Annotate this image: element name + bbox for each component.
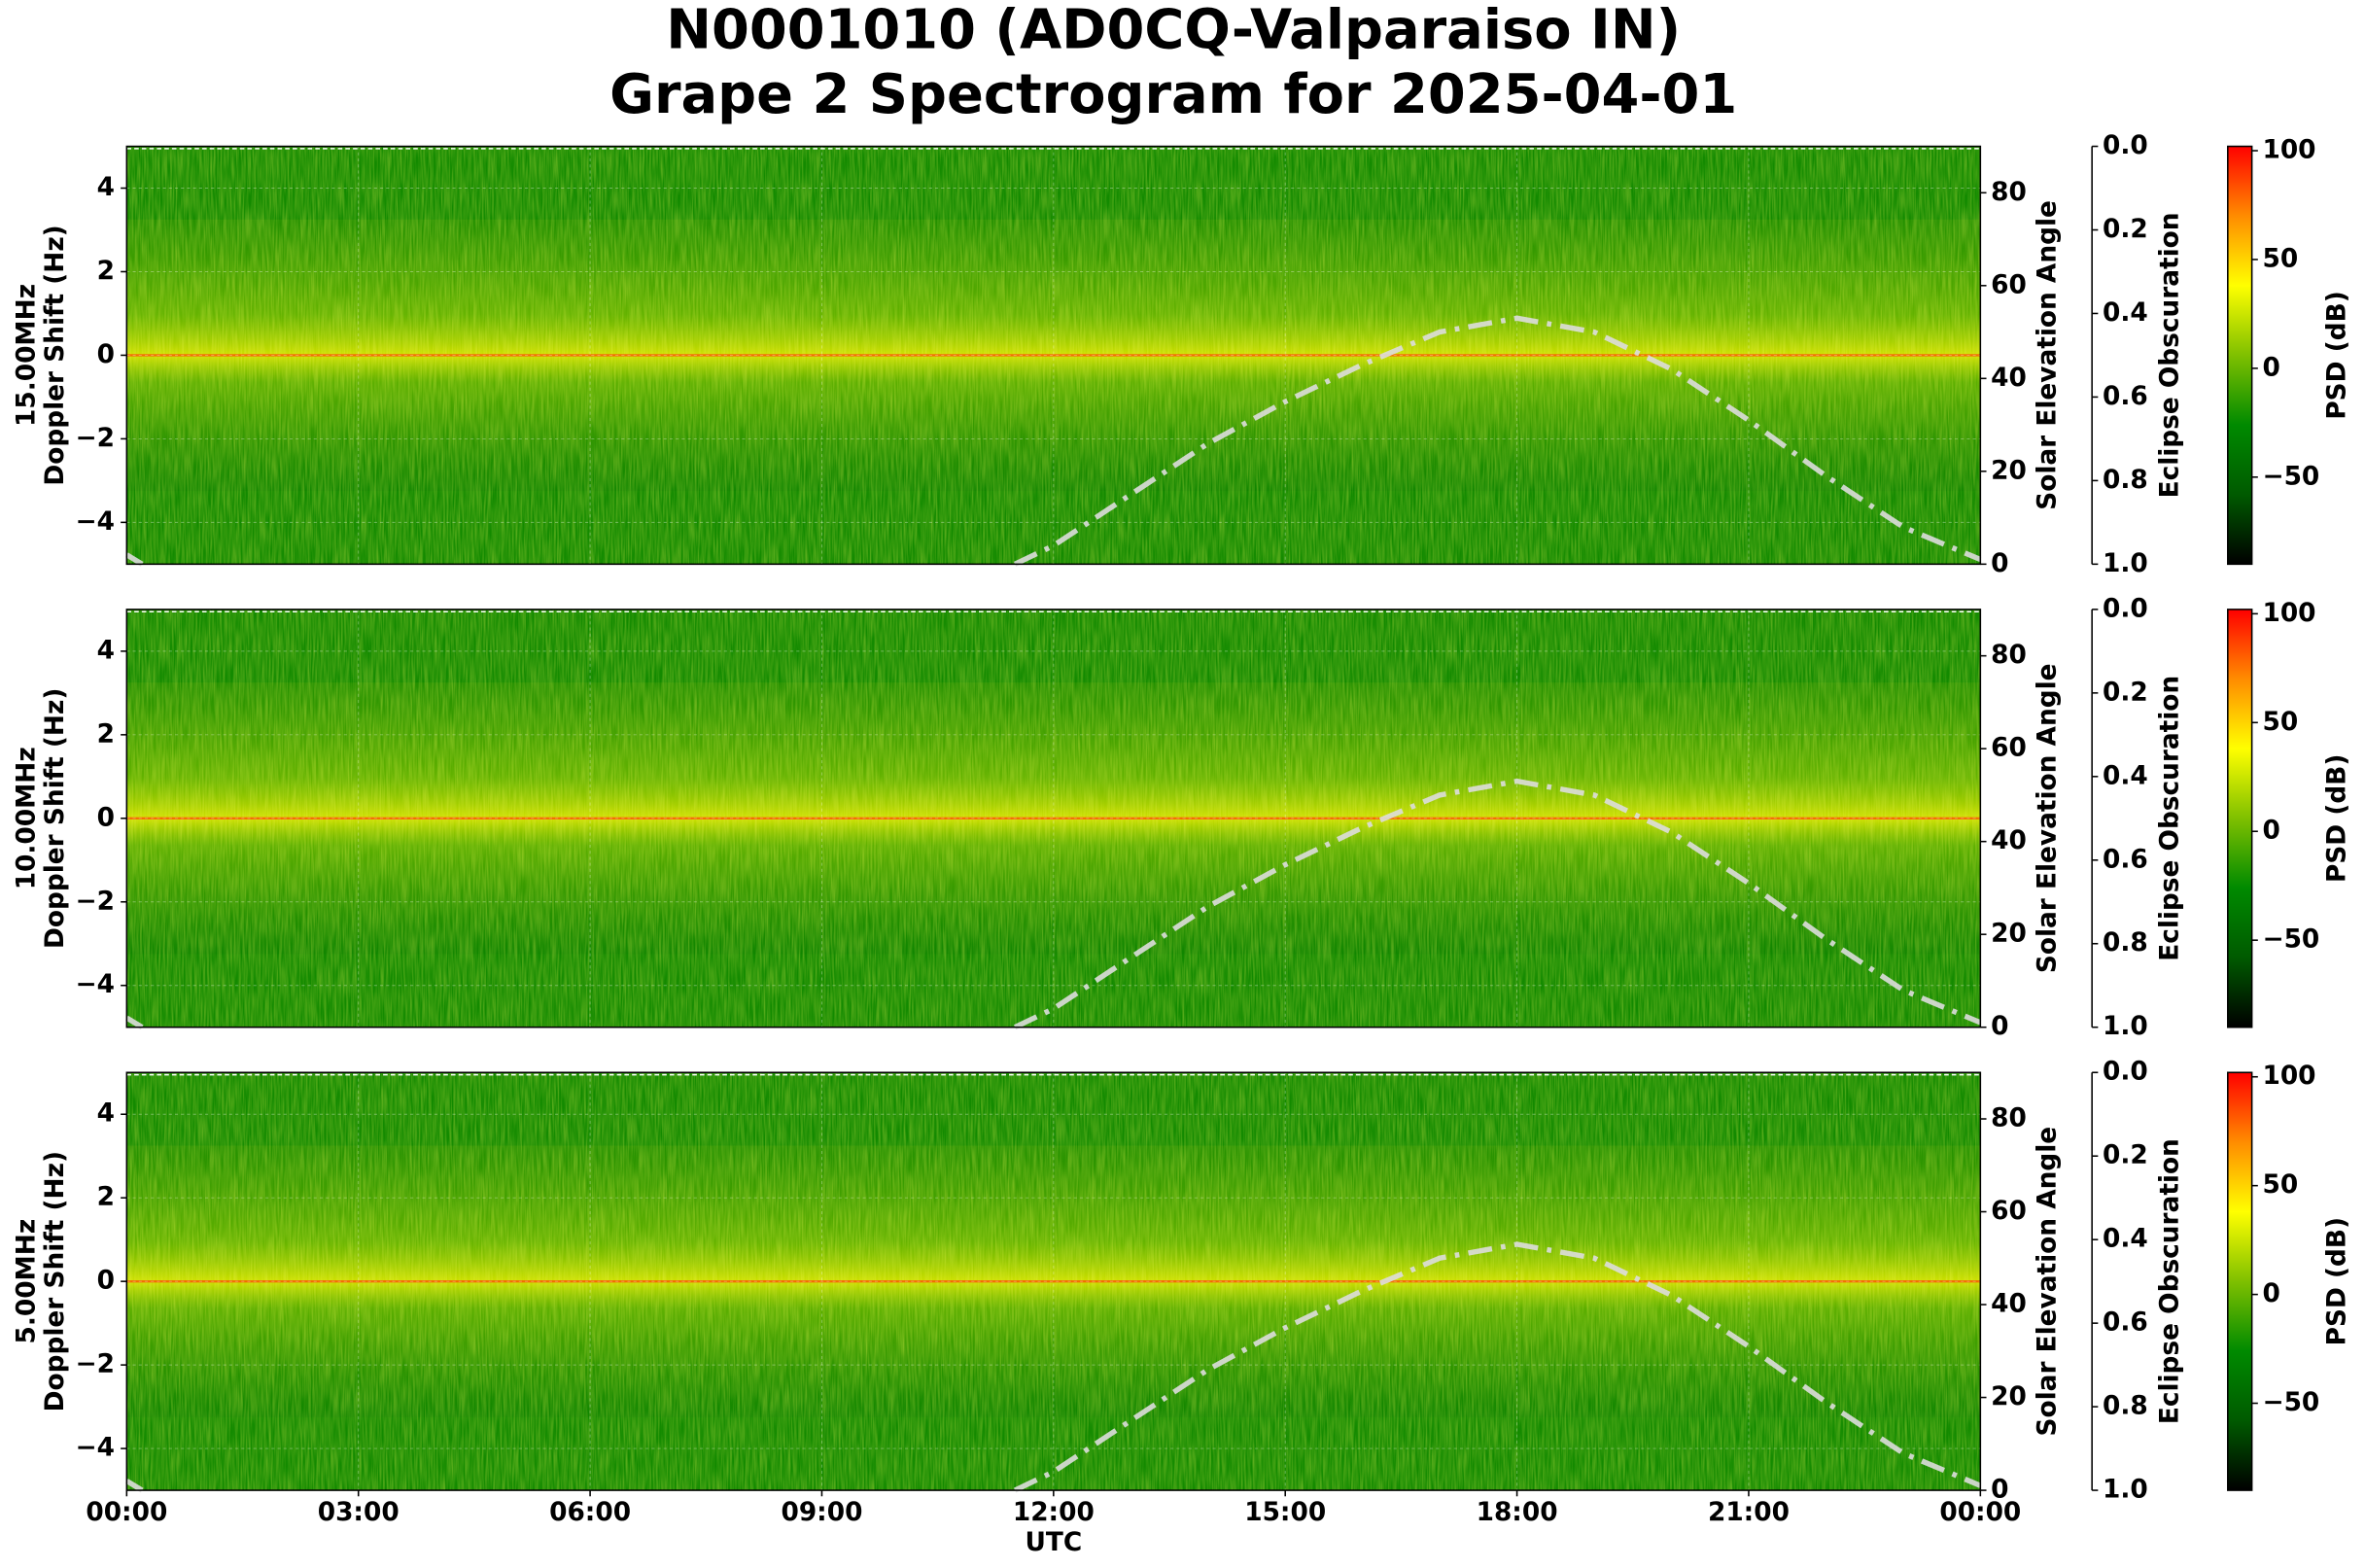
y-tick-label: −4 bbox=[75, 970, 114, 999]
y2-tick-label: 80 bbox=[1991, 1104, 2027, 1133]
x-tick-label: 09:00 bbox=[782, 1498, 863, 1527]
chart-title: N0001010 (AD0CQ-Valparaiso IN) bbox=[666, 0, 1681, 61]
y2-tick-label: 60 bbox=[1991, 734, 2027, 763]
y2-tick-label: 60 bbox=[1991, 270, 2027, 299]
y-axis-label: Doppler Shift (Hz) bbox=[41, 688, 70, 949]
x-tick-label: 12:00 bbox=[1013, 1498, 1095, 1527]
x-tick-label: 00:00 bbox=[86, 1498, 167, 1527]
colorbar-tick-label: 50 bbox=[2262, 1170, 2298, 1200]
y-tick-label: −4 bbox=[75, 1434, 114, 1463]
y2-tick-label: 0 bbox=[1991, 1012, 2008, 1041]
y2-axis-label: Solar Elevation Angle bbox=[2034, 200, 2063, 510]
y-tick-label: 4 bbox=[97, 1099, 115, 1129]
y2-tick-label: 20 bbox=[1991, 920, 2027, 949]
y3-tick-label: 0.0 bbox=[2103, 594, 2148, 623]
colorbar-tick-label: 100 bbox=[2262, 599, 2315, 628]
colorbar-label: PSD (dB) bbox=[2323, 1217, 2352, 1345]
colorbar-label: PSD (dB) bbox=[2323, 291, 2352, 419]
colorbar-tick-label: 50 bbox=[2262, 244, 2298, 273]
y-tick-label: 0 bbox=[97, 803, 115, 832]
colorbar-tick-label: 100 bbox=[2262, 1062, 2315, 1091]
y-tick-label: 0 bbox=[97, 340, 115, 369]
x-tick-label: 18:00 bbox=[1477, 1498, 1558, 1527]
y-axis-label: 15.00MHz bbox=[12, 284, 41, 427]
y-tick-label: −2 bbox=[75, 887, 114, 916]
y2-tick-label: 20 bbox=[1991, 456, 2027, 485]
y-tick-label: −2 bbox=[75, 424, 114, 453]
x-tick-label: 00:00 bbox=[1939, 1498, 2021, 1527]
colorbar bbox=[2227, 1071, 2253, 1491]
y3-tick-label: 0.2 bbox=[2103, 1141, 2148, 1170]
y-axis-label: Doppler Shift (Hz) bbox=[41, 225, 70, 485]
y3-tick-label: 0.2 bbox=[2103, 678, 2148, 707]
colorbar-tick-label: −50 bbox=[2262, 925, 2319, 955]
y3-tick-label: 0.8 bbox=[2103, 1392, 2148, 1421]
y2-tick-label: 60 bbox=[1991, 1197, 2027, 1226]
y3-tick-label: 1.0 bbox=[2103, 549, 2148, 578]
colorbar-tick-label: 100 bbox=[2262, 136, 2315, 165]
y2-tick-label: 80 bbox=[1991, 178, 2027, 207]
y-axis-label: Doppler Shift (Hz) bbox=[41, 1151, 70, 1411]
y-axis-label: 10.00MHz bbox=[12, 747, 41, 889]
y3-tick-label: 0.6 bbox=[2103, 1308, 2148, 1338]
y-tick-label: 4 bbox=[97, 636, 115, 665]
y3-axis-label: Eclipse Obscuration bbox=[2155, 212, 2184, 498]
x-axis-label: UTC bbox=[1025, 1528, 1082, 1557]
y3-axis-label: Eclipse Obscuration bbox=[2155, 1138, 2184, 1424]
y-axis-label: 5.00MHz bbox=[12, 1219, 41, 1344]
solar-elevation-line bbox=[124, 1241, 1982, 1493]
y3-tick-label: 0.0 bbox=[2103, 1058, 2148, 1087]
y3-tick-label: 0.4 bbox=[2103, 1225, 2148, 1254]
x-tick-label: 15:00 bbox=[1244, 1498, 1326, 1527]
solar-elevation-line bbox=[124, 778, 1982, 1030]
y2-axis-label: Solar Elevation Angle bbox=[2034, 663, 2063, 973]
x-tick-label: 21:00 bbox=[1708, 1498, 1790, 1527]
y-tick-label: 2 bbox=[97, 719, 115, 749]
colorbar-tick-label: 0 bbox=[2262, 817, 2279, 846]
y-tick-label: 0 bbox=[97, 1267, 115, 1296]
colorbar-tick-label: 0 bbox=[2262, 1279, 2279, 1308]
y-tick-label: 4 bbox=[97, 173, 115, 202]
y3-tick-label: 1.0 bbox=[2103, 1476, 2148, 1505]
colorbar-label: PSD (dB) bbox=[2323, 754, 2352, 883]
x-tick-label: 06:00 bbox=[549, 1498, 631, 1527]
y3-tick-label: 0.6 bbox=[2103, 845, 2148, 874]
y3-axis-label: Eclipse Obscuration bbox=[2155, 676, 2184, 961]
y3-tick-label: 0.8 bbox=[2103, 928, 2148, 958]
colorbar-tick-label: −50 bbox=[2262, 1388, 2319, 1417]
y3-tick-label: 0.4 bbox=[2103, 761, 2148, 790]
y3-tick-label: 0.0 bbox=[2103, 131, 2148, 160]
y2-tick-label: 0 bbox=[1991, 549, 2008, 578]
y2-tick-label: 20 bbox=[1991, 1382, 2027, 1411]
colorbar-tick-label: −50 bbox=[2262, 462, 2319, 491]
y3-tick-label: 0.8 bbox=[2103, 466, 2148, 495]
chart-subtitle: Grape 2 Spectrogram for 2025-04-01 bbox=[609, 63, 1737, 126]
y3-tick-label: 1.0 bbox=[2103, 1012, 2148, 1041]
y-tick-label: −4 bbox=[75, 507, 114, 537]
y2-tick-label: 40 bbox=[1991, 826, 2027, 855]
colorbar bbox=[2227, 145, 2253, 566]
y3-tick-label: 0.2 bbox=[2103, 215, 2148, 244]
y-tick-label: −2 bbox=[75, 1350, 114, 1379]
colorbar-tick-label: 0 bbox=[2262, 353, 2279, 382]
colorbar bbox=[2227, 609, 2253, 1028]
y2-tick-label: 80 bbox=[1991, 641, 2027, 670]
y2-tick-label: 40 bbox=[1991, 364, 2027, 393]
y3-tick-label: 0.4 bbox=[2103, 298, 2148, 328]
y3-tick-label: 0.6 bbox=[2103, 382, 2148, 411]
y-tick-label: 2 bbox=[97, 257, 115, 286]
y2-tick-label: 40 bbox=[1991, 1290, 2027, 1319]
x-tick-label: 03:00 bbox=[318, 1498, 400, 1527]
y2-axis-label: Solar Elevation Angle bbox=[2034, 1127, 2063, 1437]
y2-tick-label: 0 bbox=[1991, 1476, 2008, 1505]
colorbar-tick-label: 50 bbox=[2262, 708, 2298, 737]
y-tick-label: 2 bbox=[97, 1183, 115, 1212]
solar-elevation-line bbox=[124, 315, 1982, 567]
